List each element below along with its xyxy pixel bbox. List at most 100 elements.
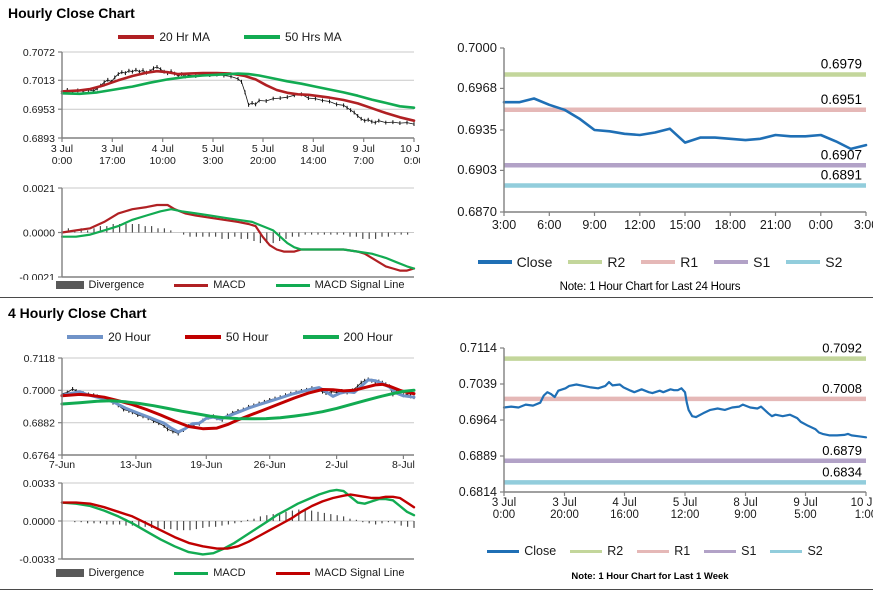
svg-text:1:00: 1:00 [855, 509, 873, 521]
svg-text:0.6935: 0.6935 [457, 122, 497, 137]
section-divider [0, 297, 873, 298]
legend-item-macd-signal-line: MACD Signal Line [275, 567, 404, 579]
svg-text:5:00: 5:00 [794, 509, 816, 521]
legend-item-macd: MACD [174, 279, 246, 291]
svg-text:3 Jul: 3 Jul [552, 497, 576, 509]
svg-text:0:00: 0:00 [52, 155, 73, 167]
legend-swatch [184, 335, 221, 339]
legend-item-50-hour: 50 Hour [184, 330, 269, 344]
legend-swatch [174, 283, 209, 287]
svg-text:0.6879: 0.6879 [822, 443, 862, 458]
legend-swatch [786, 260, 821, 264]
svg-text:3 Jul: 3 Jul [51, 143, 73, 155]
legend-item-20-hour: 20 Hour [67, 330, 151, 344]
svg-text:0:00: 0:00 [809, 218, 833, 232]
svg-text:10:00: 10:00 [150, 155, 176, 167]
svg-text:18:00: 18:00 [715, 218, 746, 232]
legend-label: MACD [213, 567, 246, 579]
legend-label: R1 [674, 544, 691, 558]
svg-text:9 Jul: 9 Jul [793, 497, 817, 509]
legend-label: R2 [607, 544, 624, 558]
legend-swatch [302, 335, 339, 339]
svg-text:10 Jul: 10 Jul [851, 497, 873, 509]
svg-text:19-Jun: 19-Jun [190, 459, 222, 471]
svg-text:7-Jun: 7-Jun [49, 459, 75, 471]
legend-swatch [770, 549, 803, 553]
legend-swatch [275, 571, 310, 575]
svg-text:0.6834: 0.6834 [822, 464, 862, 479]
legend-label: 50 Hour [225, 330, 269, 344]
legend-swatch [477, 260, 512, 264]
hourly-sr-legend: Close R2 R1 S1 S2 [460, 254, 860, 270]
four-hourly-support-resistance-chart: 0.7092 0.7008 0.6879 0.6834 0.7114 0.7039 0.69… [459, 341, 873, 521]
legend-label: S2 [807, 544, 823, 558]
svg-text:0.7072: 0.7072 [23, 47, 55, 59]
legend-item-divergence: Divergence [55, 567, 144, 579]
legend-label: R2 [607, 254, 626, 270]
svg-text:3 Jul: 3 Jul [101, 143, 123, 155]
svg-text:14:00: 14:00 [300, 155, 326, 167]
svg-text:3:00: 3:00 [203, 155, 224, 167]
svg-text:0.6953: 0.6953 [23, 104, 55, 116]
four-hourly-close-legend: 20 Hour 50 Hour 200 Hour [40, 330, 420, 344]
hourly-section-title: Hourly Close Chart [8, 5, 135, 21]
legend-item-s1: S1 [704, 544, 756, 558]
svg-text:6:00: 6:00 [537, 218, 561, 232]
legend-item-r1: R1 [637, 544, 690, 558]
legend-item-s2: S2 [786, 254, 842, 270]
legend-swatch [641, 260, 676, 264]
svg-text:0.6968: 0.6968 [457, 80, 497, 95]
legend-swatch [704, 549, 737, 553]
legend-swatch [568, 260, 603, 264]
legend-swatch [570, 549, 603, 553]
svg-text:2-Jul: 2-Jul [325, 459, 348, 471]
svg-text:9:00: 9:00 [734, 509, 756, 521]
legend-item-r2: R2 [570, 544, 623, 558]
svg-text:0.7000: 0.7000 [457, 40, 497, 55]
svg-text:5 Jul: 5 Jul [202, 143, 224, 155]
svg-text:0.7092: 0.7092 [822, 341, 862, 356]
legend-item-close: Close [477, 254, 552, 270]
legend-item-50-hrs-ma: 50 Hrs MA [244, 30, 342, 44]
svg-text:20:00: 20:00 [250, 155, 276, 167]
legend-item-s1: S1 [714, 254, 770, 270]
svg-text:0.6764: 0.6764 [23, 450, 55, 462]
legend-item-divergence: Divergence [55, 279, 144, 291]
legend-swatch [174, 571, 209, 575]
legend-item-20-hr-ma: 20 Hr MA [118, 30, 210, 44]
svg-text:12:00: 12:00 [624, 218, 655, 232]
svg-text:5 Jul: 5 Jul [673, 497, 697, 509]
svg-text:0.7114: 0.7114 [460, 341, 497, 355]
svg-text:0.7000: 0.7000 [23, 385, 55, 397]
legend-item-close: Close [487, 544, 556, 558]
svg-text:7:00: 7:00 [353, 155, 374, 167]
svg-text:-0.0021: -0.0021 [19, 272, 55, 280]
svg-text:0.7008: 0.7008 [822, 381, 862, 396]
svg-text:3:00: 3:00 [854, 218, 873, 232]
legend-swatch [118, 35, 155, 39]
legend-label: R1 [680, 254, 699, 270]
legend-label: 20 Hr MA [159, 30, 210, 44]
svg-text:5 Jul: 5 Jul [252, 143, 274, 155]
svg-text:0.7013: 0.7013 [23, 75, 55, 87]
svg-text:0.7039: 0.7039 [459, 377, 497, 391]
four-hourly-chart-note: Note: 1 Hour Chart for Last 1 Week [571, 571, 729, 582]
svg-text:0:00: 0:00 [404, 155, 420, 167]
svg-text:3 Jul: 3 Jul [492, 497, 516, 509]
svg-text:13-Jun: 13-Jun [120, 459, 152, 471]
svg-text:0.6870: 0.6870 [457, 204, 497, 219]
svg-text:0.0033: 0.0033 [23, 478, 55, 490]
svg-text:4 Jul: 4 Jul [612, 497, 636, 509]
hourly-close-legend: 20 Hr MA 50 Hrs MA [40, 30, 420, 44]
legend-label: 200 Hour [343, 330, 393, 344]
legend-label: S2 [825, 254, 843, 270]
legend-swatch [487, 549, 520, 553]
hourly-macd-legend: Divergence MACD MACD Signal Line [40, 279, 420, 291]
legend-label: S1 [753, 254, 771, 270]
legend-item-macd: MACD [174, 567, 246, 579]
svg-text:0.6891: 0.6891 [821, 168, 862, 183]
legend-swatch [55, 569, 84, 577]
